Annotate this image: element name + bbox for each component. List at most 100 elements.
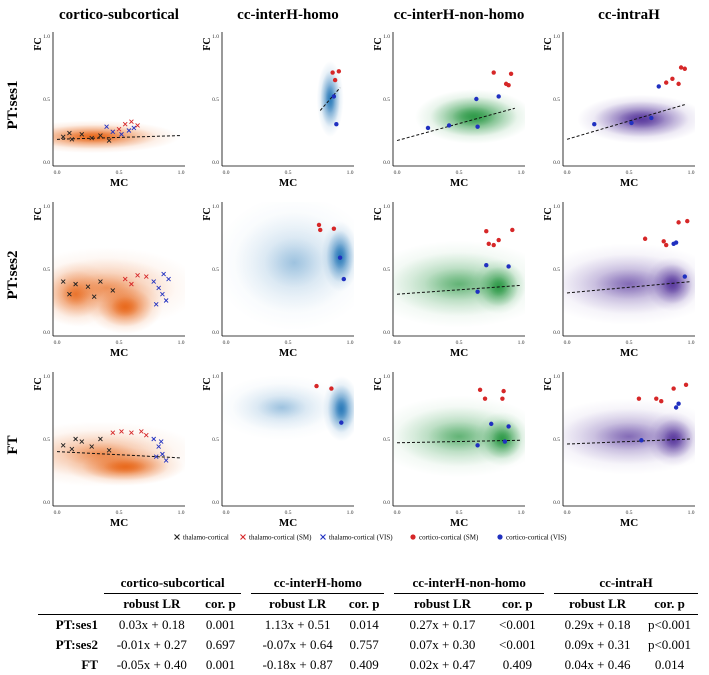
panel-pt-ses2-cortico-subcortical: 0.0 0.0 0.5 0.5 1.0 1.0 MC FC [33,202,185,359]
regression-table: cortico-subcortical cc-interH-homo cc-in… [38,572,698,675]
y-tick-label: 0.0 [212,500,219,506]
point-cortico-cortical-sm [330,70,335,75]
x-tick-label: 0.0 [394,340,401,346]
column-titles: cortico-subcortical cc-interH-homo cc-inte… [59,7,660,23]
panel-pt-ses2-cc-intrah: 0.0 0.0 0.5 0.5 1.0 1.0 MC FC [543,202,695,359]
point-thalamo-cortical-vis [163,458,169,463]
point-cortico-cortical-vis [489,421,494,427]
table-cell: <0.001 [499,637,536,652]
regression-line [319,87,341,111]
y-tick-label: 0.5 [553,267,560,273]
x-tick-label: 0.0 [223,170,230,176]
legend-marker-dot [497,534,503,540]
density-layer [577,94,695,144]
point-cortico-cortical-vis [673,240,679,245]
x-tick-label: 1.0 [347,170,354,176]
x-axis-label: MC [450,177,468,189]
x-axis-label: MC [450,517,468,529]
point-thalamo-cortical-vis [161,271,166,277]
panel-pt-ses1-cc-intrah: 0.0 0.0 0.5 0.5 1.0 1.0 MC FC [543,32,695,189]
x-axis-label: MC [279,177,297,189]
point-thalamo-cortical-sm [122,276,128,282]
x-tick-label: 0.0 [564,170,571,176]
y-tick-label: 0.5 [43,97,50,103]
density-layer [414,89,525,144]
point-thalamo-cortical [98,436,103,442]
column-title-cc-interh-homo: cc-interH-homo [237,7,339,23]
point-cortico-cortical-vis [337,255,343,260]
y-tick-label: 0.5 [212,267,219,273]
table-row-label: FT [81,657,98,672]
y-tick-label: 0.0 [212,330,219,336]
y-tick-label: 0.0 [212,160,219,166]
point-cortico-cortical-sm [482,396,488,401]
x-tick-label: 1.0 [178,340,185,346]
point-thalamo-cortical [79,131,85,137]
x-axis-label: MC [620,177,638,189]
point-cortico-cortical-sm [682,66,687,71]
point-thalamo-cortical [91,294,97,300]
point-cortico-cortical-vis [474,96,479,102]
density-layer [393,240,525,328]
point-thalamo-cortical-sm [116,126,122,132]
table-group-cc-interh-non-homo: cc-interH-non-homo [394,572,545,594]
y-tick-label: 0.0 [43,330,50,336]
density-layer [53,247,185,335]
y-tick-label: 1.0 [553,374,560,380]
point-cortico-cortical-sm [508,71,514,77]
x-tick-label: 0.5 [285,510,292,516]
point-thalamo-cortical [89,444,95,449]
point-thalamo-cortical [73,281,78,287]
point-thalamo-cortical [89,135,95,141]
point-thalamo-cortical-vis [104,124,109,130]
point-cortico-cortical-vis [484,263,489,268]
y-tick-label: 0.0 [553,160,560,166]
point-cortico-cortical-sm [661,239,666,244]
point-thalamo-cortical-vis [119,131,124,137]
regression-line [396,284,522,295]
point-thalamo-cortical-vis [156,285,161,291]
table-group-header: cortico-subcortical cc-interH-homo cc-in… [38,572,698,594]
point-thalamo-cortical-sm [129,119,134,124]
point-cortico-cortical-vis [425,125,431,131]
legend-item-thalamo-cortical-sm: thalamo-cortical (SM) [240,534,312,542]
point-thalamo-cortical-sm [119,429,124,434]
y-tick-label: 0.5 [553,437,560,443]
legend-item-cortico-cortical-vis: cortico-cortical (VIS) [497,534,567,542]
point-thalamo-cortical [69,446,75,452]
table-cell: -0.05x + 0.40 [116,657,187,672]
point-thalamo-cortical-vis [160,291,165,297]
point-thalamo-cortical [98,279,103,284]
y-axis-label: FC [202,377,213,390]
panel-pt-ses2-cc-interh-non-homo: 0.0 0.0 0.5 0.5 1.0 1.0 MC FC [373,202,525,359]
row-label-ft: FT [5,435,21,454]
x-tick-label: 1.0 [178,170,185,176]
point-cortico-cortical-sm [318,227,323,233]
point-cortico-cortical-sm [496,237,501,243]
point-thalamo-cortical-sm [143,274,149,279]
point-thalamo-cortical [67,130,72,136]
table-subheader-lr: robust LR [554,593,642,615]
x-tick-label: 1.0 [688,510,695,516]
row-label-pt-ses1: PT:ses1 [5,81,21,130]
y-tick-label: 1.0 [212,204,219,210]
y-tick-label: 1.0 [212,374,219,380]
point-thalamo-cortical-vis [131,125,137,131]
density-layer [563,243,695,325]
point-cortico-cortical-sm [332,77,338,83]
table-subheader-p: cor. p [641,593,698,615]
point-thalamo-cortical [67,291,72,297]
point-cortico-cortical-sm [316,222,322,228]
y-tick-label: 0.5 [212,437,219,443]
x-axis-label: MC [110,517,128,529]
y-axis-label: FC [543,207,554,220]
point-thalamo-cortical-sm [135,272,140,278]
legend-label: cortico-cortical (SM) [419,534,479,542]
point-cortico-cortical-vis [331,94,337,99]
table-cell: 0.409 [502,657,532,672]
legend-marker-dot [410,534,416,540]
density-layer [563,398,695,475]
x-axis-label: MC [110,347,128,359]
point-thalamo-cortical [98,133,103,138]
y-tick-label: 0.5 [553,97,560,103]
